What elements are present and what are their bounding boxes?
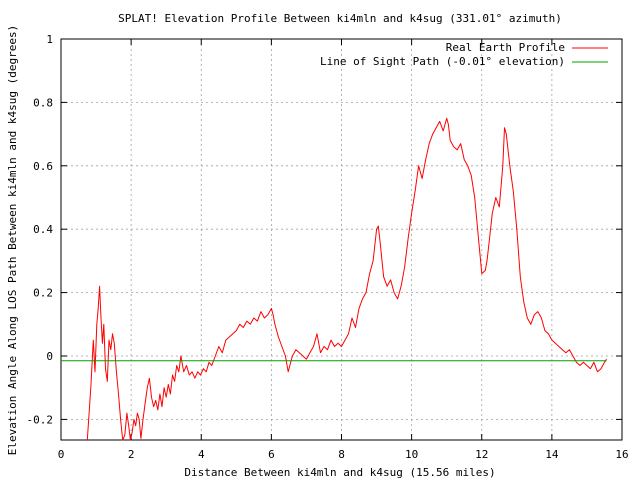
x-tick-label: 14 xyxy=(545,448,559,461)
legend-label-real-earth-profile: Real Earth Profile xyxy=(446,41,565,54)
y-axis-label: Elevation Angle Along LOS Path Between k… xyxy=(6,25,19,455)
y-tick-label: 1 xyxy=(46,33,53,46)
x-tick-label: 12 xyxy=(475,448,488,461)
series-line-real-earth-profile xyxy=(86,117,608,441)
x-axis-label: Distance Between ki4mln and k4sug (15.56… xyxy=(184,466,495,479)
y-tick-labels: -0.2 0 0.2 0.4 0.6 0.8 1 xyxy=(27,33,54,426)
y-tick-label: 0.2 xyxy=(33,287,53,300)
series-lines xyxy=(61,117,608,441)
y-tick-label: -0.2 xyxy=(27,413,54,426)
x-tick-labels: 0 2 4 6 8 10 12 14 16 xyxy=(58,448,629,461)
x-tick-label: 16 xyxy=(615,448,628,461)
x-tick-label: 2 xyxy=(128,448,135,461)
y-tick-label: 0 xyxy=(46,350,53,363)
x-tick-label: 8 xyxy=(338,448,345,461)
x-tick-label: 10 xyxy=(405,448,418,461)
y-tick-label: 0.4 xyxy=(33,223,53,236)
y-tick-label: 0.6 xyxy=(33,160,53,173)
grid xyxy=(61,39,622,440)
x-tick-label: 0 xyxy=(58,448,65,461)
legend-label-line-of-sight: Line of Sight Path (-0.01° elevation) xyxy=(320,55,565,68)
x-tick-label: 4 xyxy=(198,448,205,461)
chart-title: SPLAT! Elevation Profile Between ki4mln … xyxy=(118,12,562,25)
x-tick-label: 6 xyxy=(268,448,275,461)
y-tick-label: 0.8 xyxy=(33,96,53,109)
legend: Real Earth Profile Line of Sight Path (-… xyxy=(320,41,608,68)
